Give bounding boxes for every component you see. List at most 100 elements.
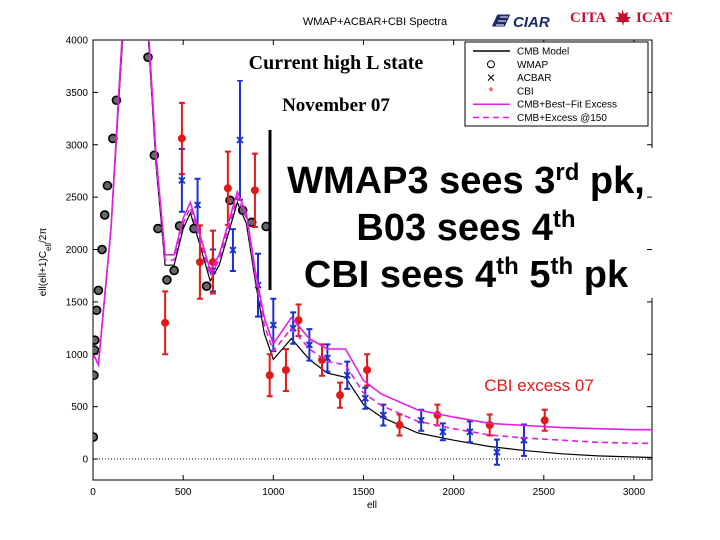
y-tick-label: 500 [71, 402, 88, 413]
legend-label: CMB Model [517, 47, 569, 58]
acbar-point [343, 371, 351, 379]
x-tick-label: 0 [90, 487, 96, 498]
y-tick-label: 3500 [66, 88, 89, 99]
cbi-point [265, 371, 274, 380]
headline-text: 5 [519, 254, 551, 296]
wmap-point [93, 285, 104, 296]
y-label-part: /2π [38, 228, 49, 243]
annotation: November 07 [282, 95, 390, 116]
wmap-point [93, 370, 99, 381]
annotation-bg [452, 371, 624, 398]
cbi-point [540, 416, 549, 425]
headline-line: B03 sees 4th [356, 206, 575, 250]
cbi-point [281, 366, 290, 374]
y-tick-label: 2000 [66, 245, 89, 256]
wmap-point [93, 335, 100, 345]
headline-line: WMAP3 sees 3rd pk, [287, 159, 645, 203]
wmap-point [93, 432, 99, 442]
acbar-point [361, 394, 369, 402]
legend-swatch: * [488, 84, 493, 99]
cbi-point [294, 316, 303, 325]
headline-sup: th [496, 253, 519, 280]
wmap-point [93, 345, 100, 355]
legend-swatch [487, 60, 495, 69]
y-tick-label: 0 [82, 455, 88, 466]
headline-sup: th [553, 206, 576, 233]
headline-text: CBI sees 4 [304, 254, 496, 296]
y-tick-label: 2500 [66, 193, 89, 204]
legend-label: CMB+Excess @150 [517, 113, 607, 124]
legend-label: CBI [517, 86, 534, 97]
y-tick-label: 1500 [66, 297, 89, 308]
cbi-point [363, 366, 372, 374]
acbar-point [379, 411, 387, 419]
x-tick-label: 1000 [262, 487, 285, 498]
chart-title: WMAP+ACBAR+CBI Spectra [303, 16, 448, 28]
headline-sup: th [551, 253, 574, 280]
legend-label: CMB+Best−Fit Excess [517, 100, 617, 111]
acbar-point [178, 176, 186, 185]
y-tick-label: 1000 [66, 350, 89, 361]
wmap-point [102, 180, 113, 191]
y-tick-label: 4000 [66, 36, 89, 47]
cbi-point [223, 184, 232, 193]
x-tick-label: 1500 [352, 487, 375, 498]
y-label-part: ell(ell+1)C [38, 251, 49, 296]
cbi-point [336, 391, 345, 400]
legend-box [464, 41, 649, 127]
headline-bg [276, 148, 660, 298]
acbar-point [466, 428, 474, 436]
cbi-point [250, 186, 259, 195]
plot-area [93, 40, 652, 466]
annotation-bg [262, 88, 410, 120]
headline-text: pk [573, 254, 629, 296]
headline-sup: rd [555, 159, 579, 186]
logo-text: CIAR [513, 14, 550, 31]
logo-text: CITA [570, 10, 607, 26]
y-axis-label: ell(ell+1)Cell/2π [38, 228, 53, 297]
wmap-point [162, 275, 172, 285]
cbi-point [161, 318, 170, 327]
acbar-point [236, 136, 244, 144]
cbi-point [177, 134, 186, 143]
annotation-bg [226, 44, 446, 80]
annotation: CBI excess 07 [484, 376, 594, 395]
acbar-point [193, 201, 202, 209]
legend-label: WMAP [517, 60, 548, 71]
wmap-point [97, 244, 107, 255]
annotation: Current high L state [249, 52, 424, 74]
legend-label: ACBAR [517, 73, 551, 84]
legend-swatch [487, 74, 495, 81]
y-label-part: ell [44, 243, 53, 251]
overlays: Current high L state November 07 CBI exces… [226, 44, 660, 398]
y-tick-label: 3000 [66, 140, 89, 151]
model-line [93, 40, 652, 459]
acbar-point [439, 428, 447, 436]
maple-leaf [615, 9, 631, 26]
headline-line: CBI sees 4th 5th pk [304, 253, 629, 297]
wmap-point [99, 210, 110, 220]
model-line [93, 40, 652, 431]
x-tick-label: 2000 [443, 487, 466, 498]
logo-text: ICAT [636, 10, 672, 26]
x-tick-label: 500 [175, 487, 192, 498]
ciar-emblem [490, 13, 512, 28]
cbi-point [395, 421, 404, 429]
headline-text: WMAP3 sees 3 [287, 160, 555, 202]
acbar-point [289, 324, 297, 332]
wmap-point [201, 281, 212, 291]
headline-text: pk, [579, 160, 644, 202]
wmap-point [93, 305, 102, 316]
headline-text: B03 sees 4 [356, 207, 553, 249]
cbi-point [195, 258, 204, 267]
x-tick-label: 3000 [623, 487, 646, 498]
wmap-point [169, 265, 179, 276]
model-line [93, 40, 652, 445]
x-axis-label: ell [367, 500, 377, 511]
acbar-point [269, 321, 277, 329]
acbar-point [493, 448, 501, 456]
x-tick-label: 2500 [533, 487, 556, 498]
acbar-point [229, 246, 237, 254]
wmap-point [153, 223, 163, 234]
